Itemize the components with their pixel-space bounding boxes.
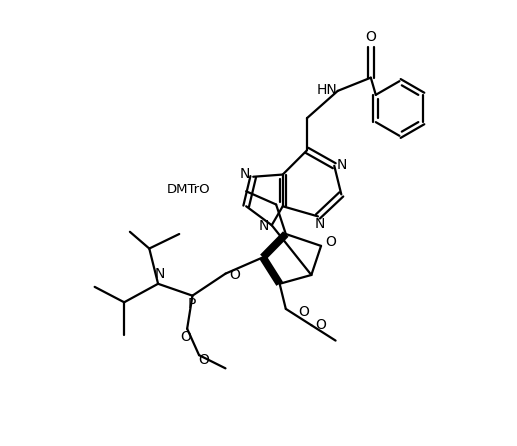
Text: O: O bbox=[198, 353, 209, 368]
Text: N: N bbox=[240, 167, 250, 181]
Text: O: O bbox=[325, 235, 336, 249]
Text: P: P bbox=[187, 297, 196, 311]
Text: N: N bbox=[258, 219, 269, 233]
Text: N: N bbox=[315, 217, 325, 231]
Text: O: O bbox=[180, 330, 191, 343]
Text: O: O bbox=[366, 30, 376, 44]
Text: O: O bbox=[298, 306, 309, 319]
Text: O: O bbox=[230, 268, 240, 282]
Text: O: O bbox=[315, 318, 326, 332]
Text: N: N bbox=[337, 158, 347, 172]
Text: DMTrO: DMTrO bbox=[166, 183, 210, 197]
Text: HN: HN bbox=[316, 83, 337, 97]
Text: N: N bbox=[155, 267, 165, 281]
